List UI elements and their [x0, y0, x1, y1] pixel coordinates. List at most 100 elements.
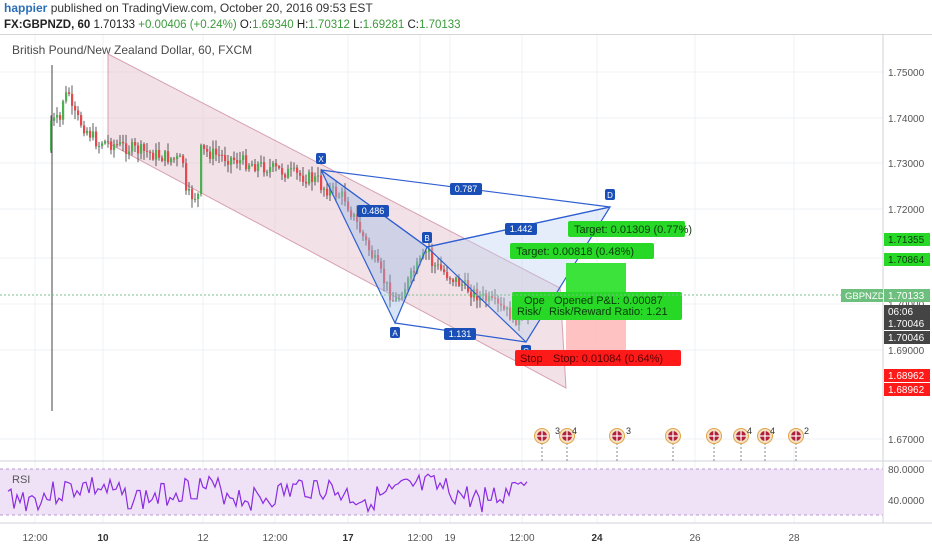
candle-body [278, 166, 281, 169]
candle-body [404, 289, 407, 298]
candle-body [89, 130, 92, 138]
event-count: 4 [747, 426, 752, 436]
candle-body [473, 289, 476, 298]
publisher-line: happier published on TradingView.com, Oc… [0, 0, 932, 16]
candle-body [356, 214, 359, 222]
price-tag-text: 06:06 [888, 307, 913, 318]
candle-body [86, 130, 89, 134]
high-label: H: [296, 19, 309, 31]
candle-body [266, 172, 269, 174]
close-label: C: [407, 19, 420, 31]
risk-reward-text: Risk/Reward Ratio: 1.21 [549, 306, 668, 318]
candle-body [275, 163, 278, 167]
trade-position[interactable]: Target: 0.01309 (0.77%) Target: 0.00818 … [510, 221, 692, 366]
event-count: 4 [770, 426, 775, 436]
candle-body [431, 247, 434, 267]
candle-body [215, 148, 218, 155]
candle-body [140, 144, 143, 154]
price-change: +0.00406 (+0.24%) [138, 19, 237, 31]
candle-body [104, 141, 107, 144]
open-value: 1.69340 [252, 19, 294, 31]
event-markers[interactable]: 3 4 3 4 4 2 [534, 426, 810, 463]
price-tag [884, 331, 930, 344]
candle-body [308, 172, 311, 184]
candle-body [164, 151, 167, 161]
opened-pnl-text: Opened P&L: 0.00087 [554, 295, 663, 307]
candle-body [488, 296, 491, 302]
low-label: L: [353, 19, 363, 31]
candle-body [113, 144, 116, 150]
candle-body [434, 265, 437, 267]
candle-body [131, 142, 134, 152]
event-count: 2 [804, 426, 809, 436]
candle-body [335, 186, 338, 197]
candlesticks [50, 85, 530, 331]
candle-body [341, 191, 344, 197]
candle-body [161, 157, 164, 161]
pane-title: British Pound/New Zealand Dollar, 60, FX… [12, 43, 252, 57]
author-link[interactable]: happier [4, 1, 48, 15]
candle-body [413, 270, 416, 273]
candle-body [446, 272, 449, 279]
target2-box [510, 243, 654, 259]
candle-body [221, 154, 224, 156]
candle-body [293, 167, 296, 169]
candle-body [323, 188, 326, 191]
candle-body [263, 162, 266, 173]
candle-body [149, 151, 152, 153]
time-axis-label: 19 [444, 533, 456, 544]
low-value: 1.69281 [362, 19, 405, 31]
candle-body [128, 151, 131, 154]
candle-body [464, 280, 467, 285]
price-tag [884, 383, 930, 396]
candle-body [458, 277, 461, 286]
time-axis-label: 28 [788, 533, 800, 544]
candle-body [374, 254, 377, 258]
chart-frame[interactable]: British Pound/New Zealand Dollar, 60, FX… [0, 34, 932, 551]
price-tag-text: 1.68962 [888, 385, 925, 396]
candle-body [461, 284, 464, 286]
candle-body [452, 279, 455, 282]
candle-body [251, 164, 254, 166]
time-axis-label: 12 [197, 533, 209, 544]
target1-text: Target: 0.01309 (0.77%) [574, 224, 692, 236]
candle-body [392, 300, 395, 302]
candle-body [416, 261, 419, 273]
regression-channel[interactable] [107, 53, 567, 389]
candle-body [155, 149, 158, 160]
candle-body [218, 154, 221, 156]
event-count: 3 [626, 426, 631, 436]
candle-body [152, 152, 155, 160]
candle-body [299, 172, 302, 176]
time-axis[interactable]: 12:00 10 12 12:00 17 12:00 19 12:00 24 26 28 [22, 533, 800, 544]
candle-body [65, 92, 68, 102]
candle-body [518, 315, 521, 325]
candle-body [302, 175, 305, 182]
point-x-label: X [318, 155, 324, 164]
candle-body [74, 105, 77, 111]
ratio-xb-label: 0.486 [362, 206, 385, 216]
candle-body [179, 155, 182, 157]
candle-body [260, 162, 263, 164]
candle-body [503, 305, 506, 310]
candle-body [203, 145, 206, 150]
candle-body [83, 125, 86, 134]
candle-body [272, 163, 275, 168]
target-zone [566, 263, 626, 293]
rsi-axis-80: 80.0000 [888, 465, 925, 476]
candle-body [410, 270, 413, 279]
candle-body [482, 293, 485, 296]
price-tags: 1.713551.708641.7013306:061.700461.70046… [841, 233, 930, 396]
candle-body [71, 93, 74, 106]
price-chart[interactable]: British Pound/New Zealand Dollar, 60, FX… [0, 35, 932, 551]
candle-body [443, 269, 446, 273]
candle-body [254, 164, 257, 171]
candle-body [398, 298, 401, 300]
candle-body [227, 161, 230, 165]
candle-body [134, 142, 137, 146]
candle-body [167, 151, 170, 163]
candle-body [224, 155, 227, 162]
time-axis-label: 17 [342, 533, 354, 544]
candle-body [56, 115, 59, 118]
time-axis-label: 12:00 [262, 533, 287, 544]
